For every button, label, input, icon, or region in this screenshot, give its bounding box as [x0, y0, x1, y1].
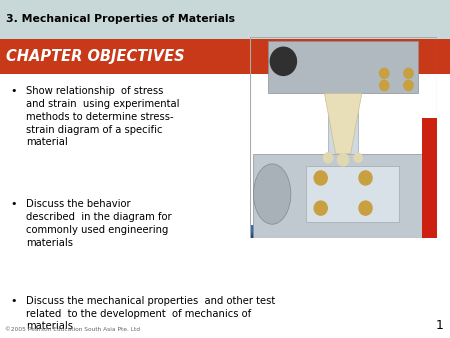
Text: Show relationship  of stress
and strain  using experimental
methods to determine: Show relationship of stress and strain u… — [26, 86, 180, 147]
Text: 3. Mechanical Properties of Materials: 3. Mechanical Properties of Materials — [6, 15, 235, 24]
Bar — [0, 39, 450, 74]
Text: •: • — [10, 86, 16, 96]
Text: •: • — [10, 296, 16, 306]
Text: ©2005 Pearson Education South Asia Pte. Ltd: ©2005 Pearson Education South Asia Pte. … — [5, 327, 140, 332]
Bar — [0, 0, 450, 39]
Text: 1: 1 — [436, 319, 443, 332]
Text: Discuss the behavior
described  in the diagram for
commonly used engineering
mat: Discuss the behavior described in the di… — [26, 199, 172, 248]
Text: •: • — [10, 199, 16, 210]
Text: CHAPTER OBJECTIVES: CHAPTER OBJECTIVES — [6, 49, 185, 64]
Text: Discuss the mechanical properties  and other test
related  to the development  o: Discuss the mechanical properties and ot… — [26, 296, 275, 331]
